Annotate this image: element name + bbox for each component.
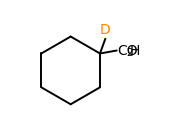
Text: H: H: [130, 43, 140, 58]
Text: 2: 2: [127, 48, 133, 58]
Text: CO: CO: [117, 43, 138, 58]
Text: D: D: [100, 23, 111, 37]
